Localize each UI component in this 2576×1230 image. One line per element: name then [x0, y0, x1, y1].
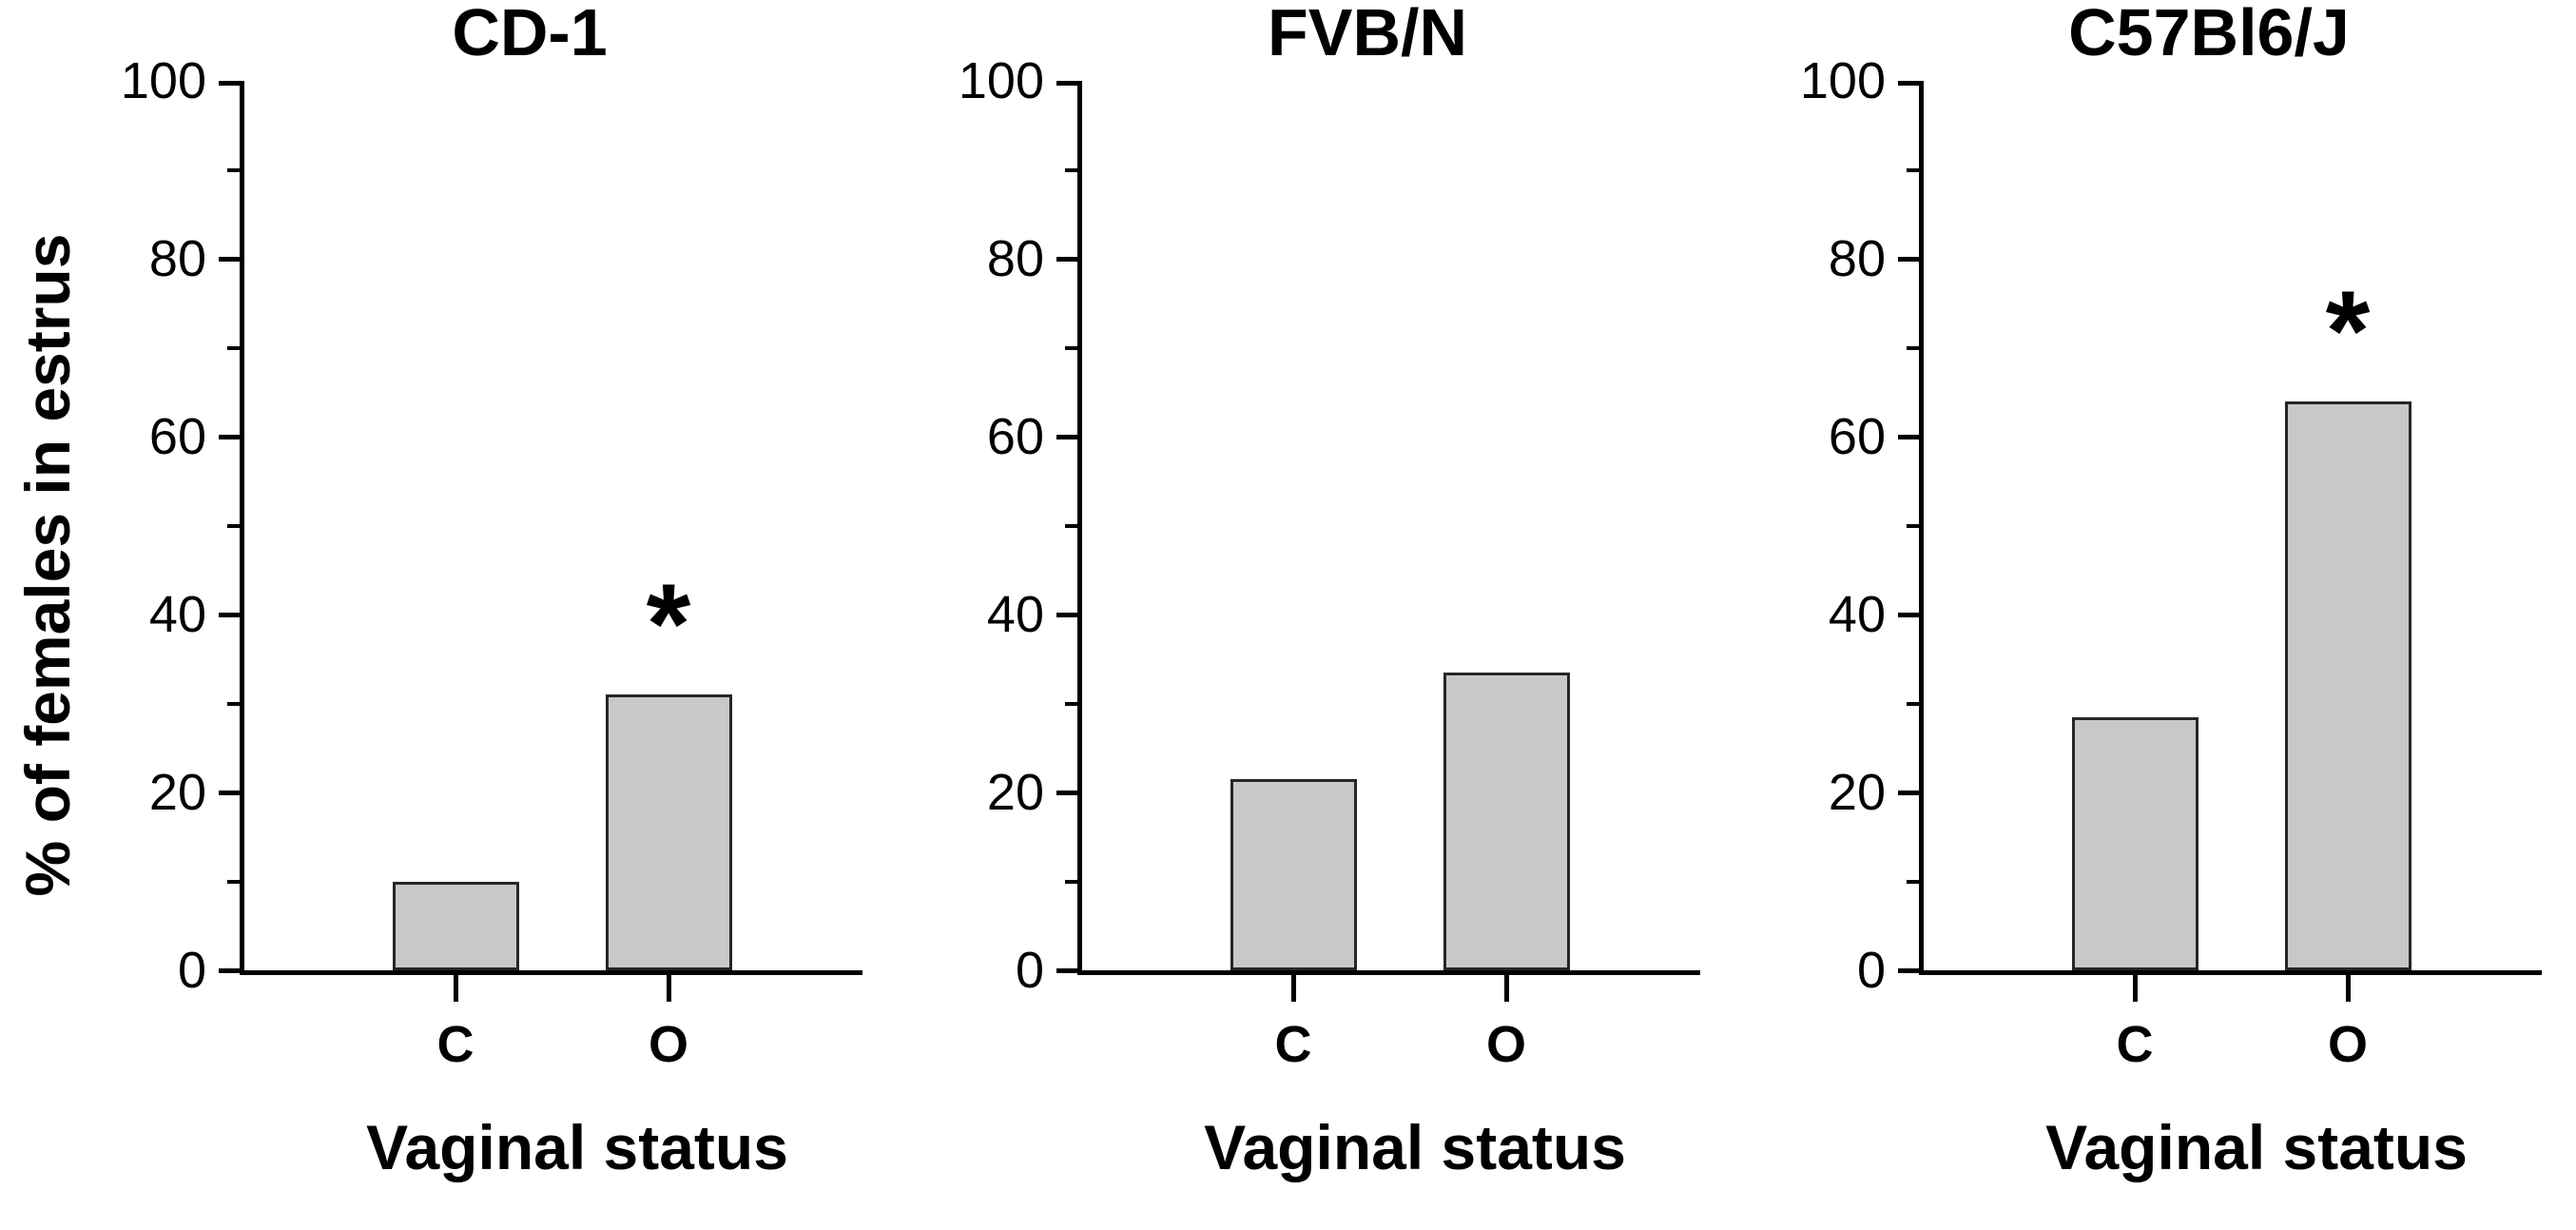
y-minor-tick: [227, 701, 240, 706]
y-major-tick: [1898, 612, 1919, 617]
y-tick-label: 80: [986, 230, 1044, 287]
x-tick: [2132, 975, 2138, 1002]
category-label-O: O: [1485, 1016, 1526, 1073]
y-major-tick: [1056, 967, 1077, 973]
y-minor-tick: [1065, 167, 1077, 172]
y-major-tick: [219, 790, 240, 795]
x-axis-title-c57bl6j: Vaginal status: [2045, 1112, 2468, 1182]
y-minor-tick: [1907, 701, 1919, 706]
y-major-tick: [1056, 256, 1077, 262]
y-minor-tick: [1065, 523, 1077, 528]
significance-asterisk: *: [646, 560, 691, 689]
y-tick-label: 0: [177, 942, 206, 999]
y-major-tick: [1056, 612, 1077, 617]
y-tick-label: 40: [986, 586, 1044, 643]
plot-area-fvbn: 0 20 40 60 80 100 C O: [959, 52, 1700, 1073]
bar-FVB/N-C: [1230, 778, 1357, 970]
y-major-tick: [1898, 967, 1919, 973]
bar-C57Bl6/J-O: [2284, 400, 2411, 970]
panel-title-c57bl6j: C57Bl6/J: [2068, 0, 2350, 69]
y-tick-label: 80: [1828, 230, 1886, 287]
x-tick: [1503, 975, 1509, 1002]
panel-title-fvbn: FVB/N: [1268, 0, 1467, 69]
category-label-C: C: [2116, 1016, 2154, 1073]
y-major-tick: [1056, 790, 1077, 795]
x-tick: [1290, 975, 1296, 1002]
y-tick-label: 60: [1828, 408, 1886, 465]
bar-CD-1-O: [605, 694, 732, 970]
x-tick: [666, 975, 671, 1002]
y-major-tick: [1898, 790, 1919, 795]
bar-FVB/N-O: [1443, 672, 1570, 970]
y-major-tick: [219, 967, 240, 973]
y-minor-tick: [1907, 167, 1919, 172]
y-minor-tick: [1065, 879, 1077, 884]
category-label-O: O: [648, 1016, 688, 1073]
category-label-C: C: [436, 1016, 475, 1073]
y-tick-label: 0: [1856, 942, 1886, 999]
y-minor-tick: [1907, 345, 1919, 350]
y-tick-label: 100: [958, 52, 1044, 109]
y-minor-tick: [1907, 523, 1919, 528]
y-minor-tick: [227, 167, 240, 172]
y-minor-tick: [1065, 345, 1077, 350]
y-tick-label: 0: [1015, 942, 1044, 999]
y-major-tick: [219, 434, 240, 439]
y-minor-tick: [227, 523, 240, 528]
y-tick-label: 40: [1828, 586, 1886, 643]
panel-fvbn: FVB/N 0 20 40 60 80 100 C O Vaginal status: [838, 0, 1700, 1230]
y-major-tick: [1898, 81, 1919, 86]
plot-area-c57bl6j: 0 20 40 60 80 100 C O *: [1800, 52, 2542, 1073]
bar-C57Bl6/J-C: [2071, 716, 2198, 970]
significance-asterisk: *: [2325, 266, 2371, 395]
y-tick-label: 20: [148, 764, 206, 821]
y-major-tick: [219, 81, 240, 86]
y-tick-label: 20: [986, 764, 1044, 821]
panel-cd1: CD-1 0 20 40 60 80 100 C O * Vaginal status: [0, 0, 862, 1230]
y-major-tick: [219, 256, 240, 262]
category-label-C: C: [1274, 1016, 1312, 1073]
y-major-tick: [1056, 434, 1077, 439]
panel-title-cd1: CD-1: [452, 0, 608, 69]
y-minor-tick: [227, 345, 240, 350]
y-tick-label: 80: [148, 230, 206, 287]
panel-c57bl6j: C57Bl6/J 0 20 40 60 80 100 C O * Vaginal status: [1679, 0, 2542, 1230]
x-axis-title-fvbn: Vaginal status: [1204, 1112, 1626, 1182]
category-label-O: O: [2327, 1016, 2368, 1073]
y-minor-tick: [1065, 701, 1077, 706]
y-minor-tick: [1907, 879, 1919, 884]
x-tick: [453, 975, 458, 1002]
y-tick-label: 100: [1799, 52, 1886, 109]
plot-area-cd1: 0 20 40 60 80 100 C O *: [121, 52, 862, 1073]
y-tick-label: 60: [148, 408, 206, 465]
y-tick-label: 20: [1828, 764, 1886, 821]
x-tick: [2345, 975, 2351, 1002]
x-axis-title-cd1: Vaginal status: [366, 1112, 788, 1182]
y-major-tick: [1898, 434, 1919, 439]
y-tick-label: 60: [986, 408, 1044, 465]
y-major-tick: [1898, 256, 1919, 262]
y-major-tick: [219, 612, 240, 617]
y-tick-label: 40: [148, 586, 206, 643]
y-major-tick: [1056, 81, 1077, 86]
y-minor-tick: [227, 879, 240, 884]
y-tick-label: 100: [120, 52, 206, 109]
bar-CD-1-C: [392, 881, 519, 970]
